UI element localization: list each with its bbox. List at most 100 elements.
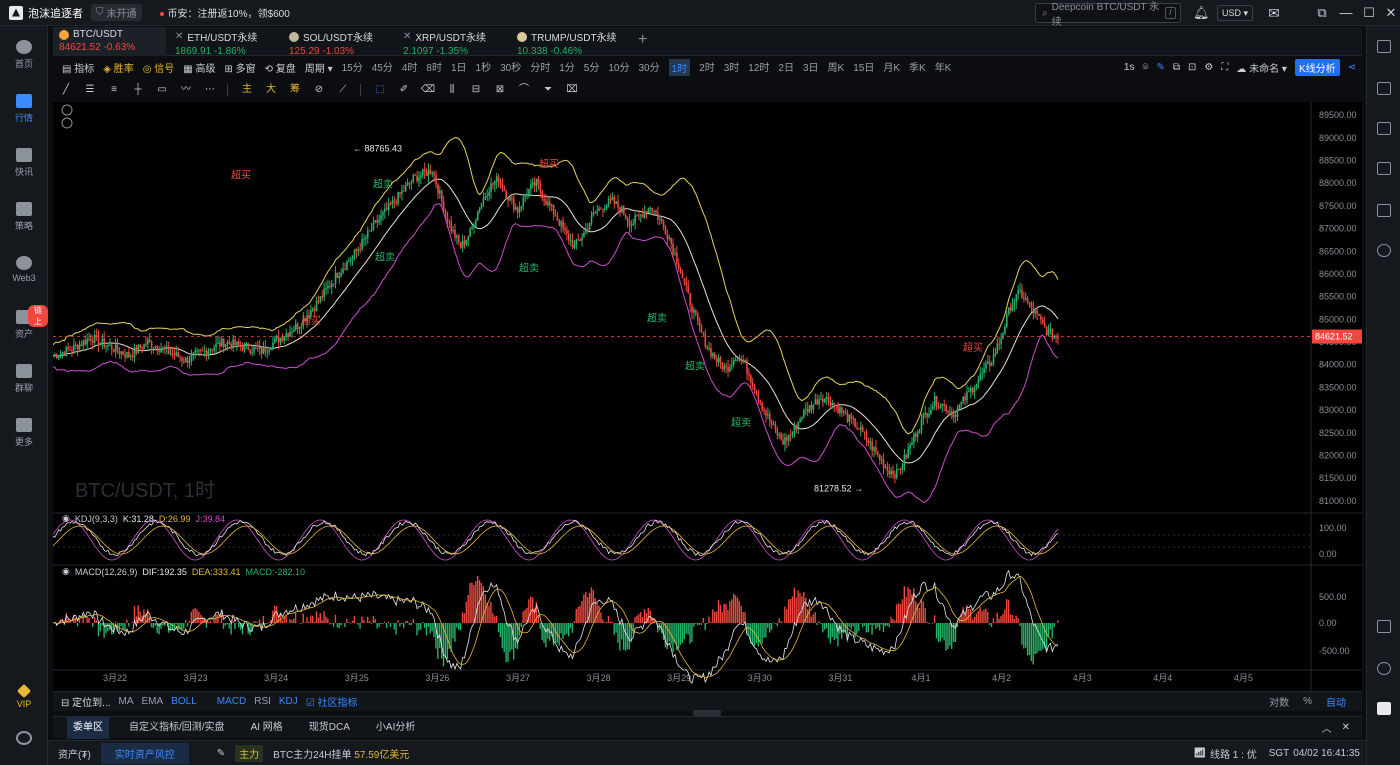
layout-icon[interactable]: ⧉: [1172, 62, 1180, 73]
period-1[interactable]: 45分: [371, 63, 393, 74]
risk-control-button[interactable]: 实时资产风控: [100, 742, 189, 764]
fib-tool-icon[interactable]: ⊘: [314, 84, 324, 95]
auto-scale-toggle[interactable]: 自动: [1326, 698, 1346, 709]
period-2[interactable]: 4时: [401, 63, 418, 74]
camera-icon[interactable]: ⌾: [1142, 62, 1149, 73]
period-12[interactable]: 1时: [668, 59, 691, 76]
period-3[interactable]: 8时: [426, 63, 442, 74]
period-7[interactable]: 分时: [530, 63, 551, 74]
tab-ai-grid[interactable]: AI 网格: [250, 721, 283, 733]
sidebar-item-market[interactable]: 行情: [0, 94, 48, 124]
indicator-kdj[interactable]: KDJ: [278, 696, 298, 707]
indicator-rsi[interactable]: RSI: [254, 696, 271, 707]
channel-tool-icon[interactable]: ≡: [111, 84, 117, 95]
screen-icon[interactable]: [1377, 204, 1391, 217]
multiwindow-button[interactable]: ⊞ 多窗: [224, 64, 256, 75]
tab-xrp[interactable]: ✕ XRP/USDT永续 2.1097 -1.35%: [397, 27, 510, 57]
period-8[interactable]: 1分: [559, 63, 575, 74]
search-box[interactable]: ⌕ Deepcoin BTC/USDT 永续 /: [1035, 2, 1181, 28]
period-4[interactable]: 1日: [450, 63, 467, 74]
period-11[interactable]: 30分: [638, 63, 660, 74]
mail-icon[interactable]: ✉: [1268, 5, 1280, 21]
tab-custom-indicator[interactable]: 自定义指标/回测/实盘: [129, 721, 225, 733]
line-tool-icon[interactable]: ╱: [62, 84, 70, 95]
log-scale-toggle[interactable]: 对数: [1269, 698, 1290, 709]
measure-tool-icon[interactable]: ⟋: [339, 84, 347, 95]
popout-icon[interactable]: ⧉: [1317, 5, 1327, 20]
period-14[interactable]: 3时: [723, 63, 740, 74]
brush-tool-icon[interactable]: ✐: [399, 84, 409, 95]
notice-banner[interactable]: 币安：注册返10%，领$600: [159, 5, 290, 20]
share-icon[interactable]: ⋖: [1347, 62, 1356, 73]
sidebar-item-chat[interactable]: 群聊: [0, 364, 48, 394]
advanced-button[interactable]: ▦ 高级: [183, 64, 216, 75]
period-22[interactable]: 年K: [934, 63, 952, 74]
indicator-ma[interactable]: MA: [118, 696, 134, 707]
indicator-boll[interactable]: BOLL: [171, 696, 197, 707]
magnet-tool-icon[interactable]: ⌒: [519, 84, 529, 95]
price-chart-svg[interactable]: 89500.00 89000.00 88500.00 88000.00 87500.00…: [52, 102, 1362, 691]
indicator-macd[interactable]: MACD: [216, 696, 247, 707]
period-13[interactable]: 2时: [699, 63, 715, 74]
rect-tool-icon[interactable]: ▭: [157, 84, 167, 95]
account-status-badge[interactable]: ⛉ 未开通: [91, 4, 142, 21]
locate-button[interactable]: ⊟ 定位到...: [61, 698, 111, 709]
panel-resize-handle[interactable]: [693, 710, 721, 716]
replay-button[interactable]: ⟲ 复盘: [264, 64, 296, 75]
assistant-icon[interactable]: [1377, 702, 1391, 715]
trades-icon[interactable]: [1377, 122, 1391, 135]
fullscreen-icon[interactable]: ⛶: [1221, 62, 1229, 73]
edit-icon[interactable]: ✎: [216, 747, 226, 759]
period-19[interactable]: 15日: [853, 63, 875, 74]
compass-icon[interactable]: [1377, 244, 1391, 257]
period-17[interactable]: 3日: [802, 63, 819, 74]
add-tab-button[interactable]: +: [638, 31, 648, 48]
period-16[interactable]: 2日: [778, 63, 794, 74]
indicator-ema[interactable]: EMA: [141, 696, 164, 707]
sidebar-item-more[interactable]: 更多: [0, 418, 48, 448]
sidebar-item-news[interactable]: 快讯: [0, 148, 48, 178]
sidebar-item-vip[interactable]: VIP: [0, 683, 48, 709]
period-15[interactable]: 12时: [748, 63, 770, 74]
close-panel-icon[interactable]: ✕: [1341, 722, 1350, 733]
close-icon[interactable]: ✕: [1385, 5, 1397, 20]
indicator-button[interactable]: ▤ 指标: [62, 64, 95, 75]
period-select[interactable]: 周期 ▾: [304, 64, 333, 75]
more-tools-icon[interactable]: ⋯: [205, 84, 215, 95]
sidebar-item-home[interactable]: 首页: [0, 40, 48, 70]
lock-icon[interactable]: ⊡: [1187, 62, 1197, 73]
sidebar-item-assets[interactable]: 链上 资产: [0, 305, 48, 340]
orderbook-icon[interactable]: [1377, 82, 1391, 95]
big-order-tool[interactable]: 大: [266, 84, 276, 95]
currency-select[interactable]: USD ▾: [1217, 5, 1253, 21]
signal-button[interactable]: ◎ 信号: [142, 64, 175, 75]
hline-tool-icon[interactable]: ┼: [134, 84, 142, 95]
trend-icon[interactable]: [1377, 162, 1391, 175]
bell-icon[interactable]: 🔔︎: [1193, 5, 1210, 20]
tab-sol[interactable]: SOL/USDT永续 125.29 -1.03%: [283, 27, 396, 57]
assets-label[interactable]: 资产(₮): [58, 749, 91, 761]
calculator-icon[interactable]: [1377, 620, 1391, 633]
template-select[interactable]: ☁ 未命名 ▾: [1236, 64, 1287, 75]
line-status[interactable]: 线路 1 : 优: [1210, 749, 1257, 761]
tab-btc[interactable]: BTC/USDT 84621.52 -0.63%: [53, 27, 166, 56]
wave-tool-icon[interactable]: 〰: [181, 84, 191, 95]
gear-icon[interactable]: ⚙: [1204, 62, 1214, 73]
hlines-tool-icon[interactable]: ☰: [85, 84, 95, 95]
eye-icon[interactable]: ◉: [62, 566, 70, 576]
close-tab-icon[interactable]: ✕: [403, 31, 412, 42]
main-force-tool[interactable]: 主: [242, 84, 252, 95]
select-tool-icon[interactable]: ⬚: [375, 84, 385, 95]
period-0[interactable]: 15分: [341, 63, 363, 74]
tab-ai-analysis[interactable]: 小AI分析: [375, 721, 416, 733]
collapse-icon[interactable]: ︿: [1321, 724, 1332, 735]
period-10[interactable]: 10分: [608, 63, 630, 74]
settings-button[interactable]: [0, 731, 48, 748]
sidebar-item-strategy[interactable]: 策略: [0, 202, 48, 232]
tab-spot-dca[interactable]: 现货DCA: [308, 721, 350, 733]
close-tab-icon[interactable]: ✕: [175, 31, 184, 42]
chart-area[interactable]: 89500.00 89000.00 88500.00 88000.00 87500.00…: [52, 102, 1362, 691]
sidebar-item-web3[interactable]: Web3: [0, 256, 48, 283]
chip-tool[interactable]: 筹: [290, 84, 300, 95]
watchlist-icon[interactable]: [1377, 40, 1391, 53]
